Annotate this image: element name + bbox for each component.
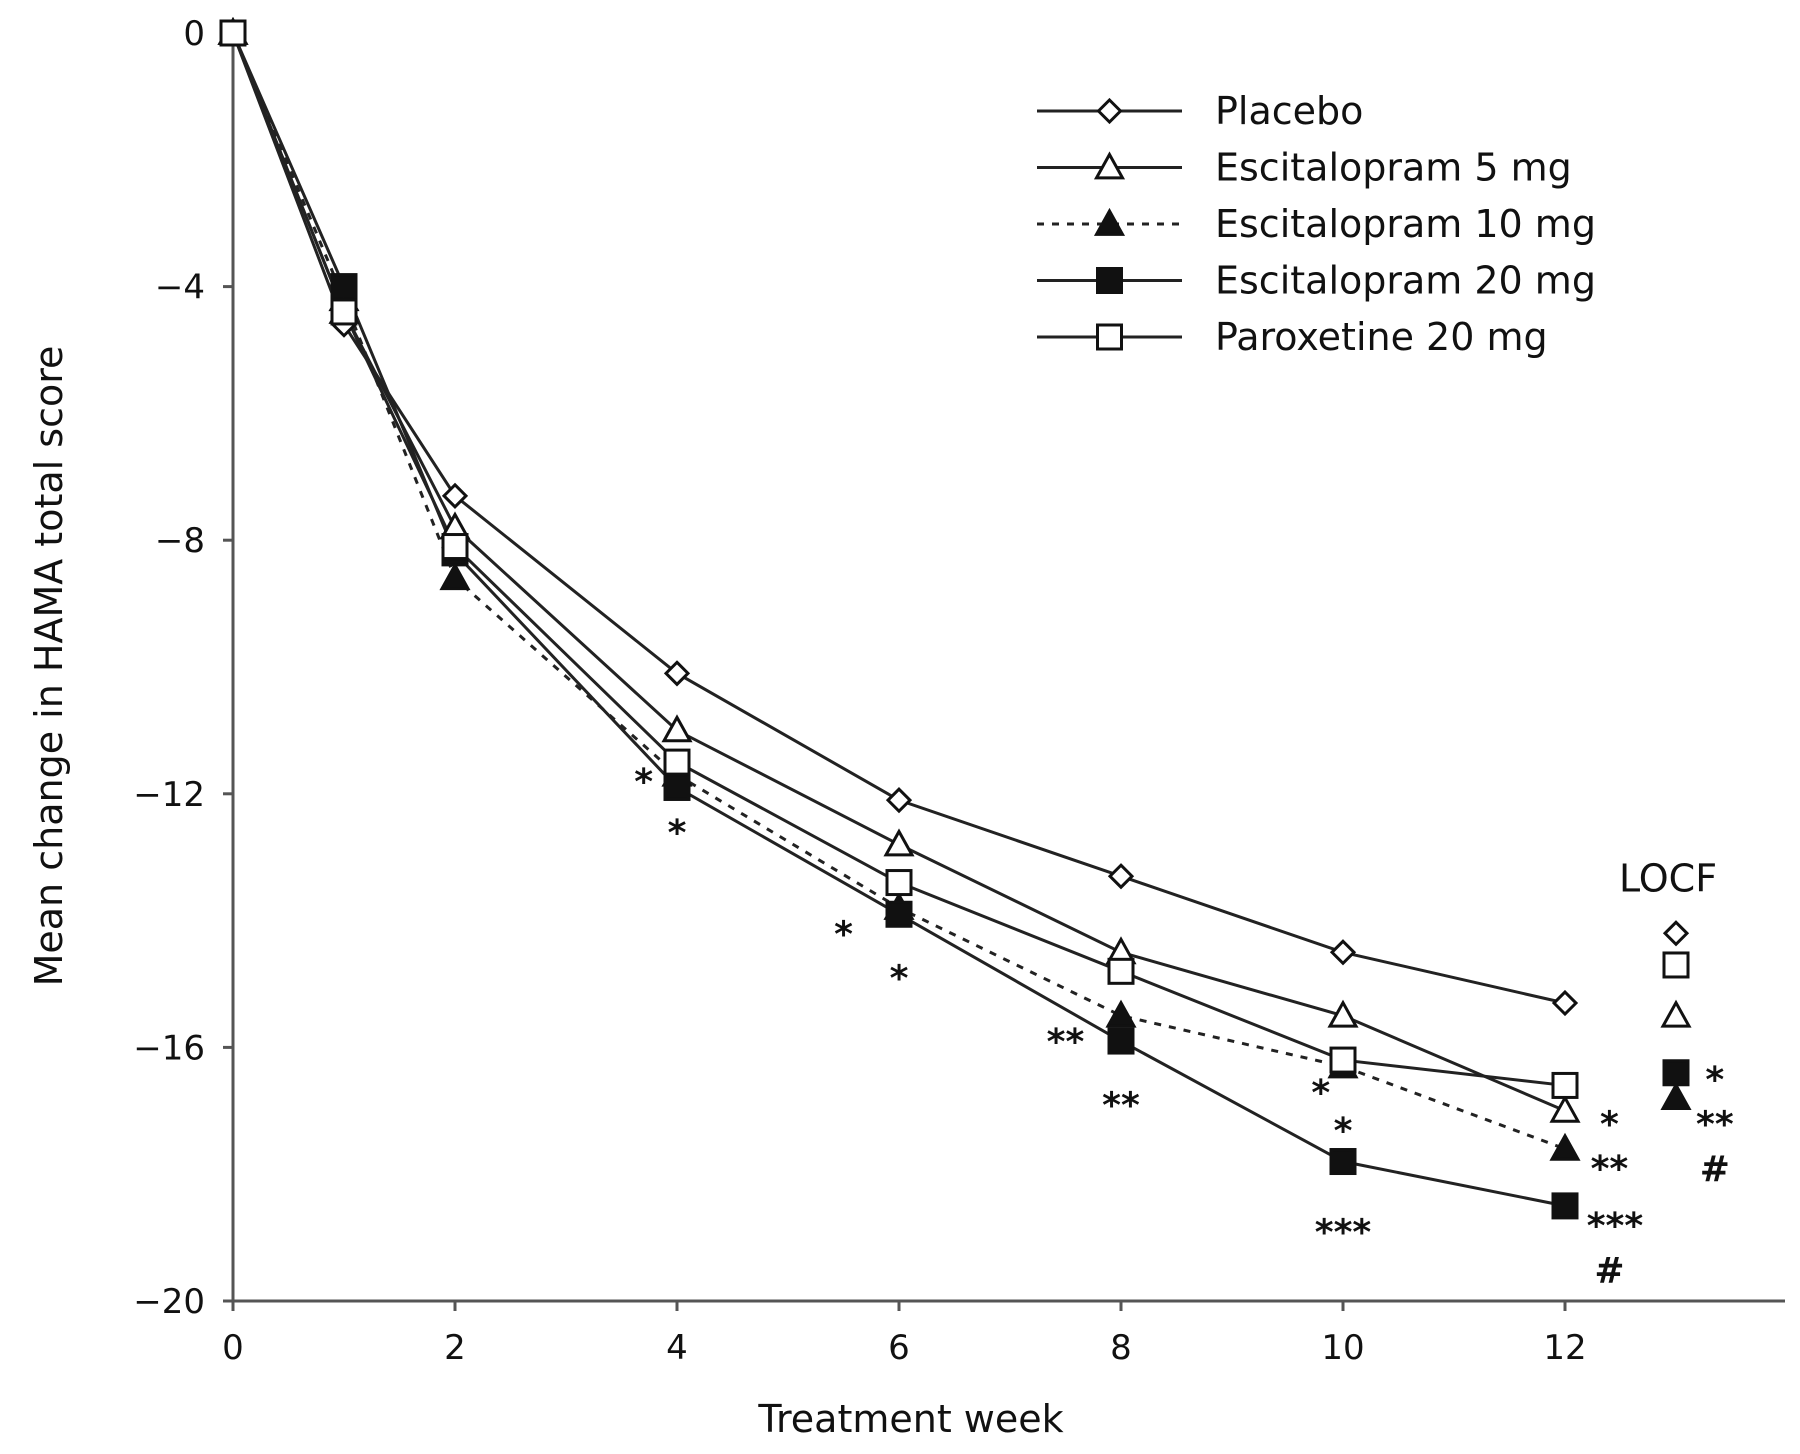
data-point-placebo [1107, 863, 1135, 890]
legend-label-escitalopram-5-mg: Escitalopram 5 mg [1215, 146, 1572, 190]
series-line-paroxetine-20-mg [231, 32, 1566, 1087]
significance-label: * [1600, 1104, 1619, 1145]
data-point-escitalopram-10-mg [1105, 999, 1137, 1028]
locf-point-escitalopram-20-mg [1662, 1059, 1690, 1087]
y-tick-label: −8 [155, 521, 205, 561]
x-tick-label: 10 [1321, 1328, 1364, 1368]
data-point-paroxetine-20-mg [663, 748, 691, 776]
y-tick-label: −4 [155, 268, 205, 308]
significance-label: * [834, 914, 853, 955]
data-point-paroxetine-20-mg [330, 298, 358, 326]
significance-label: *** [1315, 1212, 1372, 1253]
data-point-escitalopram-20-mg [1551, 1192, 1579, 1220]
x-tick-label: 12 [1543, 1328, 1586, 1368]
significance-label: # [1594, 1250, 1624, 1291]
data-point-escitalopram-10-mg [1549, 1132, 1581, 1161]
significance-label: *** [1587, 1206, 1644, 1247]
x-tick-label: 8 [1110, 1328, 1132, 1368]
data-point-paroxetine-20-mg [885, 869, 913, 897]
series-line-escitalopram-20-mg [231, 32, 1566, 1208]
locf-label: LOCF [1619, 856, 1717, 900]
y-tick-label: −20 [133, 1282, 205, 1322]
data-point-escitalopram-5-mg [1327, 999, 1359, 1028]
data-point-escitalopram-20-mg [1107, 1027, 1135, 1055]
x-tick-label: 6 [888, 1328, 910, 1368]
data-point-placebo [1551, 989, 1579, 1017]
data-point-placebo [885, 787, 913, 814]
data-point-paroxetine-20-mg [1551, 1071, 1579, 1099]
locf-group: LOCF [1619, 856, 1717, 1111]
data-point-escitalopram-5-mg [661, 714, 693, 743]
significance-label: # [1700, 1149, 1730, 1190]
series-markers [217, 16, 1581, 1220]
data-point-escitalopram-20-mg [663, 773, 691, 801]
significance-label: * [890, 959, 909, 1000]
data-point-escitalopram-10-mg [439, 562, 471, 591]
legend-label-paroxetine-20-mg: Paroxetine 20 mg [1215, 315, 1548, 359]
significance-label: ** [1102, 1085, 1140, 1126]
y-tick-label: −12 [133, 775, 205, 815]
significance-label: * [668, 813, 687, 854]
data-point-paroxetine-20-mg [1329, 1046, 1357, 1074]
data-point-paroxetine-20-mg [441, 533, 469, 561]
axes [231, 31, 1785, 1303]
data-point-escitalopram-5-mg [883, 828, 915, 857]
locf-point-paroxetine-20-mg [1662, 951, 1690, 979]
data-point-escitalopram-20-mg [885, 900, 913, 928]
significance-annotations: ******** ***********#***# [634, 762, 1734, 1291]
data-point-paroxetine-20-mg [219, 19, 247, 47]
legend-label-placebo: Placebo [1215, 89, 1363, 133]
data-point-placebo [1329, 939, 1357, 966]
legend-label-escitalopram-10-mg: Escitalopram 10 mg [1215, 202, 1596, 246]
data-point-escitalopram-20-mg [1329, 1148, 1357, 1176]
legend-marker-escitalopram-10-mg [1093, 207, 1126, 236]
x-tick-label: 0 [222, 1328, 244, 1368]
significance-label: ** [1696, 1104, 1734, 1145]
data-point-escitalopram-20-mg [330, 273, 358, 301]
legend-label-escitalopram-20-mg: Escitalopram 20 mg [1215, 259, 1596, 303]
locf-point-escitalopram-5-mg [1660, 999, 1692, 1028]
series-line-escitalopram-5-mg [231, 32, 1566, 1113]
significance-label: ** [1047, 1022, 1085, 1063]
series-line-escitalopram-10-mg [231, 32, 1566, 1151]
locf-point-placebo [1662, 920, 1690, 947]
y-axis-label: Mean change in HAMA total score [27, 346, 71, 987]
legend-marker-escitalopram-20-mg [1096, 267, 1123, 294]
legend-marker-placebo [1096, 97, 1123, 125]
significance-label: ** [1591, 1149, 1629, 1190]
x-tick-label: 4 [666, 1328, 688, 1368]
data-point-escitalopram-5-mg [1549, 1094, 1581, 1123]
data-point-placebo [663, 660, 691, 687]
data-point-paroxetine-20-mg [1107, 957, 1135, 985]
series-lines [231, 32, 1566, 1208]
legend-marker-paroxetine-20-mg [1096, 323, 1123, 351]
x-axis-label: Treatment week [757, 1397, 1063, 1441]
data-point-placebo [441, 482, 469, 509]
significance-label: * [1705, 1060, 1724, 1101]
significance-label: * [634, 762, 653, 803]
ticks: 0 2 4 6 8 10 12 0 −4 −8 −12 −16 −20 [133, 14, 1586, 1368]
legend: Placebo Escitalopram 5 mg Escitalopram 10 … [1037, 89, 1596, 359]
legend-marker-escitalopram-5-mg [1093, 151, 1126, 180]
significance-label: * [1334, 1111, 1353, 1152]
significance-label: * [1311, 1073, 1330, 1114]
x-tick-label: 2 [444, 1328, 466, 1368]
locf-point-escitalopram-10-mg [1660, 1082, 1692, 1111]
y-tick-label: 0 [183, 14, 205, 54]
y-tick-label: −16 [133, 1028, 205, 1068]
